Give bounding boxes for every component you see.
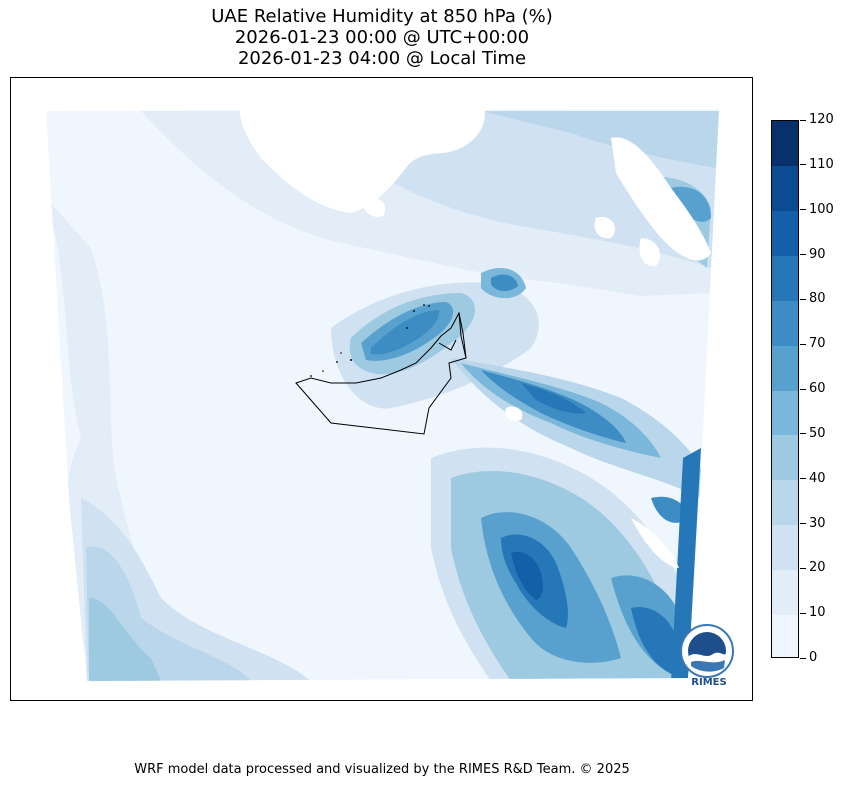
colorbar-tick	[800, 119, 806, 121]
colorbar-tick-label: 80	[809, 291, 826, 307]
colorbar-segment	[772, 210, 798, 257]
masked-terrain	[239, 98, 711, 568]
colorbar-tick	[800, 612, 806, 614]
uae-boundary	[295, 311, 467, 435]
plot-title: UAE Relative Humidity at 850 hPa (%) 202…	[10, 6, 754, 69]
colorbar-segment	[772, 121, 798, 167]
title-line-1: UAE Relative Humidity at 850 hPa (%)	[211, 6, 553, 27]
colorbar-segment	[772, 524, 798, 570]
title-line-3: 2026-01-23 04:00 @ Local Time	[237, 48, 527, 69]
colorbar-tick-label: 10	[809, 605, 826, 621]
colorbar-tick	[800, 657, 806, 659]
colorbar-segment	[772, 300, 798, 346]
colorbar-tick-label: 100	[809, 201, 834, 217]
colorbar-segment	[772, 569, 798, 615]
colorbar-tick	[800, 164, 806, 166]
coastal-islands	[310, 304, 430, 377]
colorbar-tick-label: 50	[809, 425, 826, 441]
title-line-2: 2026-01-23 00:00 @ UTC+00:00	[234, 27, 530, 48]
colorbar-tick-label: 70	[809, 336, 826, 352]
colorbar-segment	[772, 434, 798, 481]
colorbar-tick	[800, 567, 806, 569]
colorbar-segment	[772, 390, 798, 436]
colorbar-segment	[772, 165, 798, 212]
colorbar-tick	[800, 523, 806, 524]
colorbar-tick-label: 20	[809, 560, 826, 576]
rimes-logo: RIMES	[680, 624, 734, 688]
colorbar-tick-label: 60	[809, 381, 826, 396]
colorbar-tick-label: 120	[809, 112, 834, 127]
footer-credit: WRF model data processed and visualized …	[134, 762, 630, 777]
colorbar	[771, 120, 799, 658]
logo-wordmark: RIMES	[691, 677, 726, 688]
colorbar-segment	[772, 345, 798, 391]
colorbar-tick-label: 90	[809, 246, 826, 262]
colorbar-segment	[772, 614, 798, 657]
colorbar-tick-label: 30	[809, 515, 826, 531]
colorbar-tick-label: 0	[809, 650, 818, 665]
colorbar-tick	[800, 433, 806, 435]
colorbar-tick	[800, 478, 806, 480]
colorbar-tick	[800, 254, 806, 255]
colorbar-tick	[800, 298, 806, 300]
humidity-map	[46, 98, 719, 681]
colorbar-segment	[772, 255, 798, 301]
colorbar-tick	[800, 388, 806, 390]
colorbar-tick	[800, 343, 806, 345]
colorbar-tick-label: 110	[809, 156, 834, 172]
colorbar-segment	[772, 479, 798, 526]
colorbar-tick-label: 40	[809, 470, 826, 486]
colorbar-tick	[800, 209, 806, 211]
map-panel: RIMES	[10, 77, 753, 701]
